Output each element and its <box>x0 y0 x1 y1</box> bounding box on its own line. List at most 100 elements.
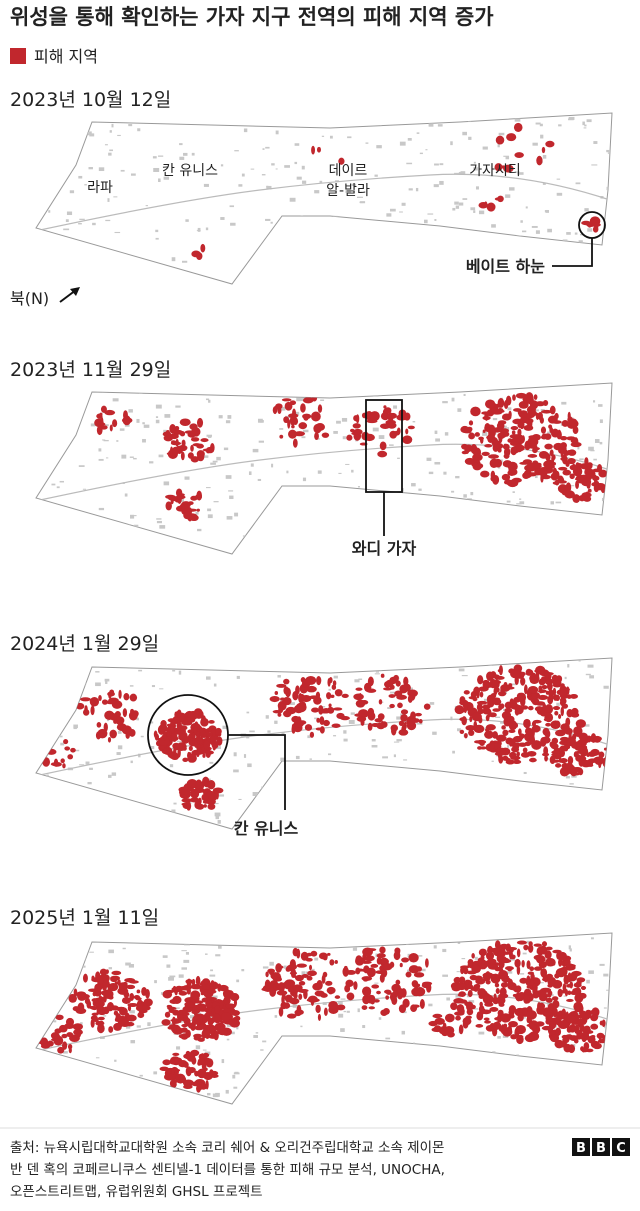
damage-area <box>593 756 605 764</box>
damage-area <box>169 423 176 434</box>
damage-area <box>472 697 478 702</box>
urban-texture <box>567 664 570 668</box>
damage-area <box>484 1002 494 1007</box>
damage-area <box>523 718 531 729</box>
damage-area <box>161 1019 171 1026</box>
damage-area <box>550 743 559 750</box>
urban-texture <box>303 778 306 781</box>
damage-area <box>552 706 561 711</box>
urban-texture <box>329 135 333 139</box>
damage-area <box>542 400 549 406</box>
urban-texture <box>428 790 431 795</box>
damage-area <box>355 968 365 972</box>
damage-area <box>495 988 500 994</box>
urban-texture <box>371 739 376 742</box>
damage-area <box>512 742 520 751</box>
damage-area <box>536 155 543 166</box>
urban-texture <box>280 406 286 411</box>
urban-texture <box>348 719 355 724</box>
urban-texture <box>54 828 61 829</box>
damage-area <box>287 996 293 1000</box>
urban-texture <box>128 409 133 413</box>
damage-area <box>538 451 549 459</box>
urban-texture <box>512 491 515 493</box>
urban-texture <box>426 816 432 820</box>
damage-area <box>399 684 409 694</box>
damage-area <box>567 755 574 765</box>
urban-texture <box>243 128 248 133</box>
urban-texture <box>267 730 271 733</box>
urban-texture <box>105 219 111 222</box>
urban-texture <box>204 953 208 955</box>
damage-area <box>362 947 374 957</box>
damage-area <box>553 414 558 419</box>
urban-texture <box>338 1013 344 1018</box>
damage-area <box>125 732 130 739</box>
urban-texture <box>333 735 337 737</box>
urban-texture <box>397 661 403 664</box>
urban-texture <box>530 1067 536 1070</box>
damage-area <box>566 436 576 441</box>
urban-texture <box>526 940 530 944</box>
urban-texture <box>286 222 291 226</box>
urban-texture <box>335 180 340 182</box>
damage-area <box>307 970 317 977</box>
urban-texture <box>158 155 164 157</box>
damage-area <box>503 453 510 459</box>
urban-texture <box>105 424 109 427</box>
damage-area <box>484 1020 491 1024</box>
damage-area <box>170 732 178 742</box>
urban-texture <box>565 1062 570 1065</box>
damage-area <box>559 484 565 494</box>
urban-texture <box>228 490 234 492</box>
damage-area <box>389 703 395 709</box>
damage-area <box>558 757 563 763</box>
damage-area <box>317 404 323 413</box>
urban-texture <box>43 413 46 416</box>
urban-texture <box>178 670 182 675</box>
urban-texture <box>443 240 450 244</box>
damage-area <box>362 994 371 1005</box>
urban-texture <box>406 162 413 165</box>
damage-area <box>164 1011 171 1018</box>
urban-texture <box>542 154 547 159</box>
damage-area <box>504 966 514 971</box>
damage-area <box>541 736 551 744</box>
urban-texture <box>559 269 564 272</box>
urban-texture <box>357 486 360 488</box>
urban-texture <box>478 210 485 215</box>
urban-texture <box>88 167 93 170</box>
damage-area <box>288 429 297 439</box>
urban-texture <box>176 278 182 282</box>
damage-area <box>416 983 421 988</box>
urban-texture <box>568 118 574 121</box>
urban-texture <box>262 966 269 969</box>
urban-texture <box>294 161 298 165</box>
damage-area <box>178 991 188 996</box>
urban-texture <box>241 969 245 972</box>
damage-area <box>384 407 392 414</box>
urban-texture <box>95 682 101 687</box>
urban-texture <box>287 489 290 493</box>
damage-area <box>517 1014 524 1022</box>
urban-texture <box>158 454 164 458</box>
urban-texture <box>250 463 254 467</box>
urban-texture <box>205 487 211 489</box>
urban-texture <box>136 717 140 721</box>
damage-area <box>368 1006 375 1010</box>
urban-texture <box>351 183 357 186</box>
urban-texture <box>119 1082 124 1086</box>
damage-area <box>183 1061 189 1068</box>
damage-area <box>502 460 513 468</box>
damage-area <box>334 689 343 697</box>
urban-texture <box>250 168 255 170</box>
urban-texture <box>136 1025 141 1028</box>
damage-area <box>548 424 553 429</box>
urban-texture <box>296 515 302 519</box>
damage-area <box>513 122 523 132</box>
urban-texture <box>366 783 370 786</box>
urban-texture <box>468 1000 475 1003</box>
damage-area <box>96 722 102 728</box>
urban-texture <box>325 548 332 552</box>
urban-texture <box>358 668 362 671</box>
